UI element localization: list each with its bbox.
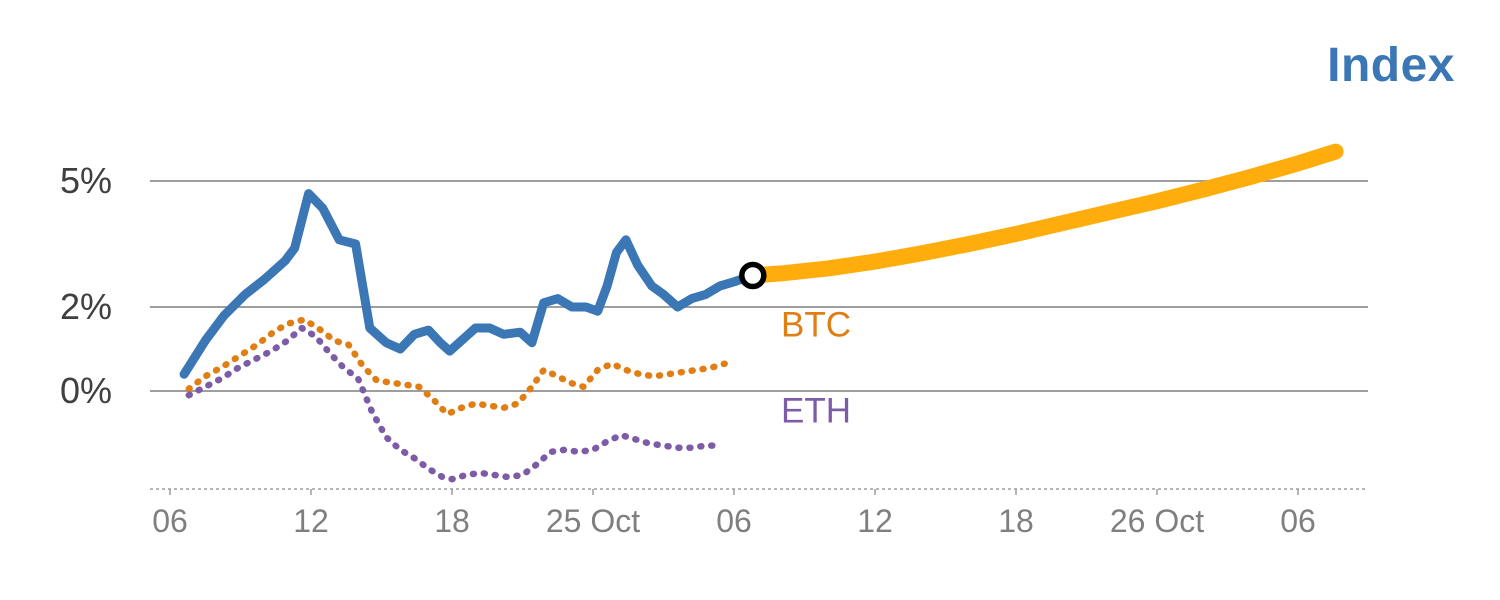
series-eth-line (185, 324, 724, 483)
x-tick-label: 26 Oct (1110, 503, 1204, 539)
x-tick-label: 18 (998, 503, 1034, 539)
x-tick-label: 06 (152, 503, 188, 539)
y-tick-label: 2% (60, 286, 112, 327)
y-tick-label: 0% (60, 370, 112, 411)
chart-title: Index (1327, 39, 1455, 92)
series-index-line (179, 189, 758, 379)
x-tick-label: 06 (716, 503, 752, 539)
series-label-btc: BTC (781, 305, 851, 344)
forecast-start-marker (739, 261, 767, 290)
y-tick-label: 5% (60, 160, 112, 201)
x-tick-label: 06 (1280, 503, 1316, 539)
x-tick-label: 12 (293, 503, 329, 539)
x-tick-label: 12 (857, 503, 893, 539)
series-label-eth: ETH (781, 392, 851, 431)
x-tick-label: 18 (434, 503, 470, 539)
series-btc-line (185, 316, 728, 418)
x-tick-label: 25 Oct (546, 503, 640, 539)
series-index-forecast-line (744, 143, 1344, 284)
